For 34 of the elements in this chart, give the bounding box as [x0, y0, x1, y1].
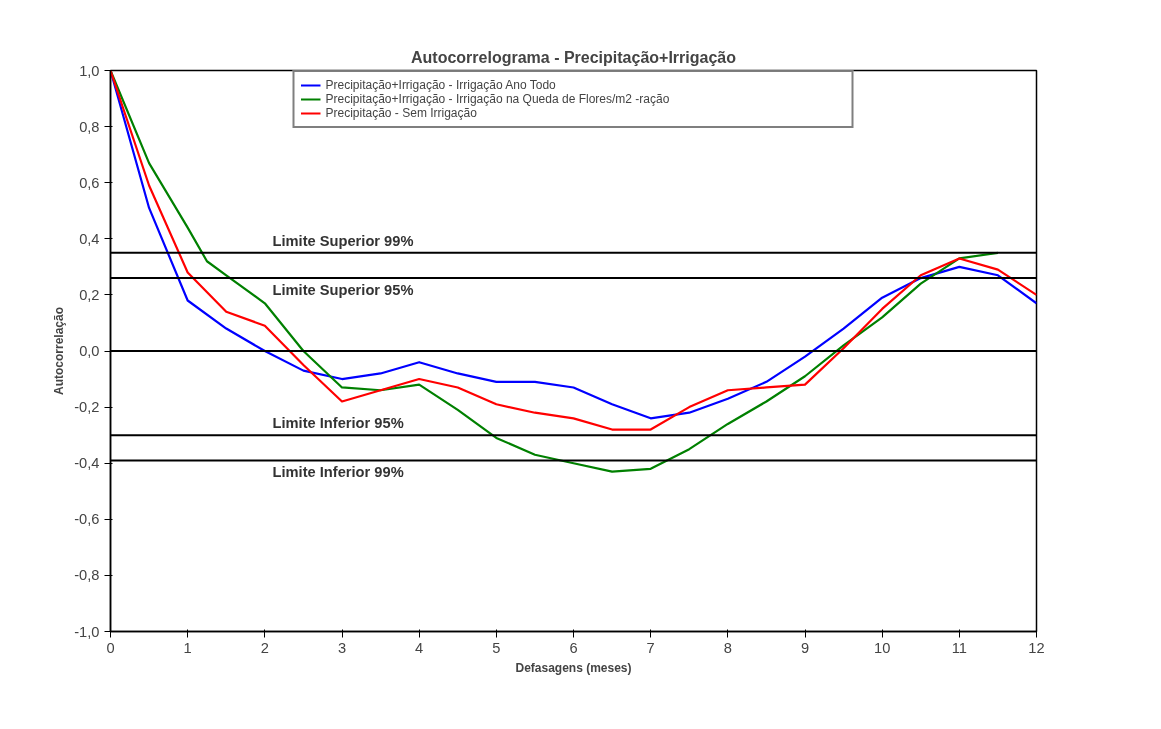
ref-line-label: Limite Superior 99%	[272, 232, 414, 249]
chart-title: Autocorrelograma - Precipitação+Irrigação	[411, 48, 737, 66]
y-tick-label: 1,0	[79, 62, 100, 79]
y-tick-label: 0,4	[79, 230, 100, 247]
x-axis-title: Defasagens (meses)	[515, 660, 632, 675]
x-tick-label: 11	[951, 639, 967, 656]
x-tick-label: 12	[1028, 639, 1045, 656]
y-tick-label: 0,6	[79, 174, 100, 191]
x-tick-label: 5	[492, 639, 501, 656]
x-tick-label: 7	[646, 639, 655, 656]
x-tick-label: 1	[183, 639, 192, 656]
legend-label: Precipitação+Irrigação - Irrigação Ano Todo	[325, 78, 557, 92]
y-tick-label: 0,2	[79, 286, 100, 303]
ref-line-label: Limite Superior 95%	[272, 282, 414, 299]
ref-line-label: Limite Inferior 99%	[272, 464, 404, 481]
legend-label: Precipitação+Irrigação - Irrigação na Queda de Flores/m2 -ração	[325, 92, 671, 106]
y-tick-label: -0,6	[74, 511, 100, 528]
y-tick-label: 0,8	[79, 118, 100, 135]
y-tick-label: -0,4	[74, 455, 100, 472]
y-tick-label: 0,0	[79, 343, 100, 359]
x-tick-label: 9	[800, 639, 810, 656]
x-tick-label: 10	[874, 639, 891, 656]
x-tick-label: 4	[415, 639, 424, 656]
x-tick-label: 0	[106, 639, 115, 656]
legend-label: Precipitação - Sem Irrigação	[325, 106, 478, 120]
y-tick-label: -1,0	[74, 623, 100, 640]
x-tick-label: 3	[337, 639, 347, 656]
x-tick-label: 8	[723, 639, 732, 656]
y-tick-label: -0,2	[74, 399, 100, 416]
y-tick-label: -0,8	[74, 567, 100, 584]
x-tick-label: 6	[569, 639, 578, 656]
x-tick-label: 2	[260, 639, 269, 656]
y-axis-title: Autocorrelação	[52, 306, 67, 396]
ref-line-label: Limite Inferior 95%	[272, 415, 404, 432]
